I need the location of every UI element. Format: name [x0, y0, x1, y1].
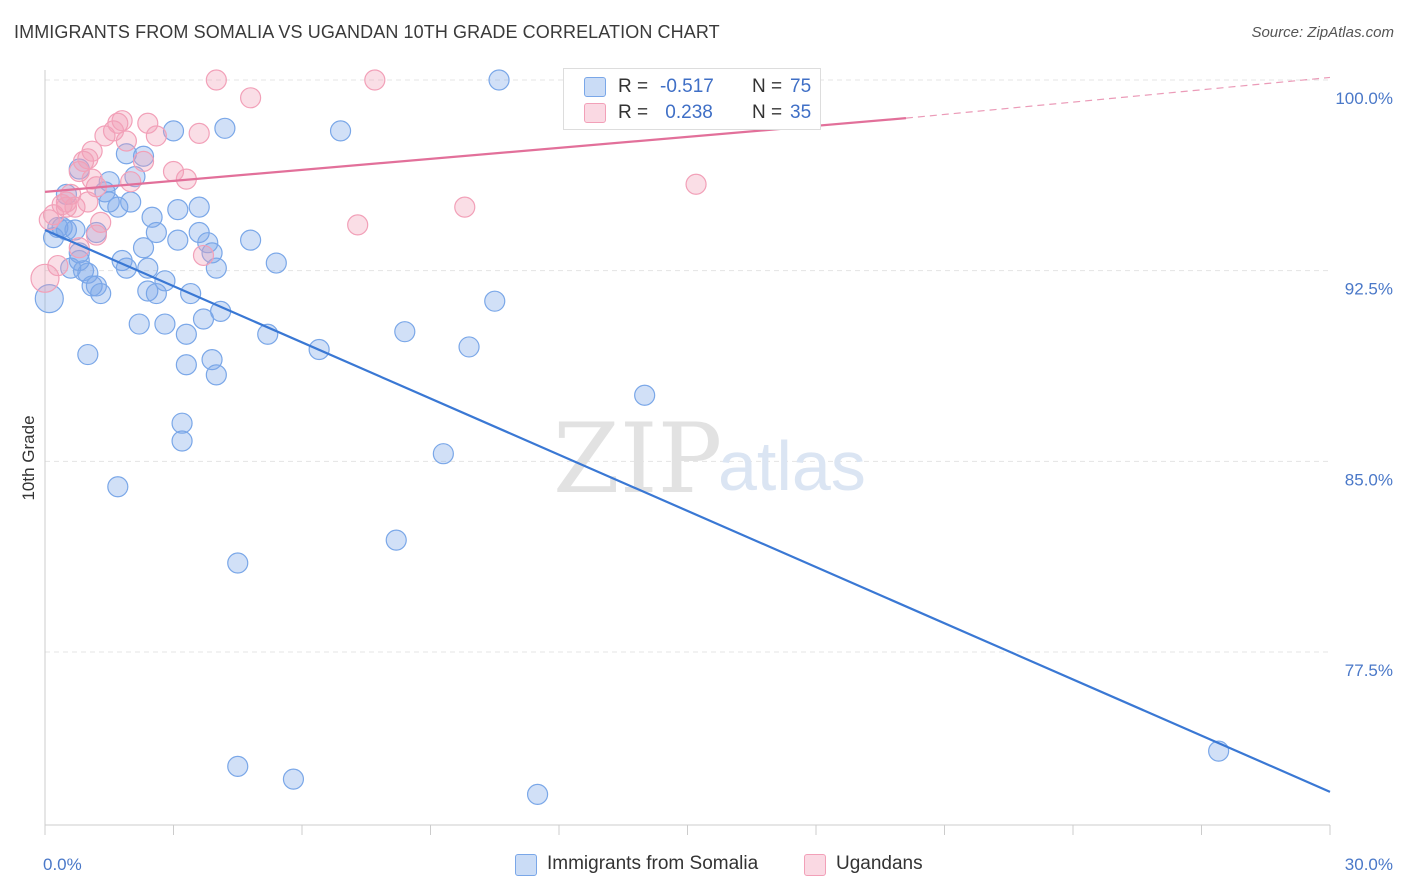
legend-r-value-somalia: -0.517 — [660, 76, 714, 97]
somalia-point — [214, 117, 236, 139]
somalia-point — [394, 321, 416, 343]
somalia-point — [137, 280, 159, 302]
chart-title: IMMIGRANTS FROM SOMALIA VS UGANDAN 10TH … — [14, 22, 720, 42]
somalia-point — [634, 384, 656, 406]
somalia-point — [526, 783, 549, 805]
ugandans-point — [240, 87, 262, 109]
ugandans-trend-line — [44, 117, 907, 193]
somalia-point — [205, 364, 227, 386]
ugandans-point — [115, 130, 137, 152]
ugandans-point — [81, 140, 103, 162]
source-label: Source: ZipAtlas.com — [1251, 24, 1394, 41]
somalia-point — [175, 354, 197, 376]
somalia-point — [154, 270, 176, 292]
y-tick-label: 100.0% — [1335, 89, 1393, 108]
ugandans-point — [364, 69, 386, 91]
somalia-point — [197, 232, 219, 254]
ugandans-point — [47, 254, 69, 277]
y-tick-label: 92.5% — [1345, 280, 1393, 299]
somalia-point — [154, 313, 176, 335]
somalia-point — [120, 191, 142, 213]
y-tick-label: 85.0% — [1345, 470, 1393, 489]
somalia-point — [188, 196, 210, 218]
somalia-point — [64, 219, 86, 241]
series-label-ugandans: Ugandans — [836, 853, 923, 874]
ugandans-point — [454, 196, 476, 218]
somalia-point — [107, 196, 129, 218]
somalia-point — [329, 120, 352, 142]
legend-r-value-ugandans: 0.238 — [660, 102, 713, 123]
ugandans-point — [137, 112, 159, 134]
somalia-point — [90, 282, 112, 305]
legend-n-label: N = — [752, 76, 783, 97]
legend-r-label: R = — [618, 76, 649, 97]
somalia-point — [385, 529, 407, 551]
legend-swatch-somalia — [584, 77, 606, 97]
somalia-point — [167, 229, 189, 251]
legend-r-label: R = — [618, 102, 649, 123]
somalia-point — [432, 443, 454, 465]
ugandans-point — [55, 196, 78, 218]
ugandans-point — [192, 244, 215, 267]
somalia-point — [132, 237, 155, 259]
ugandans-point — [85, 224, 108, 246]
legend-n-label: N = — [752, 102, 783, 123]
somalia-point — [162, 120, 185, 142]
somalia-point — [175, 323, 197, 345]
legend-n-value-somalia: 75 — [790, 76, 812, 97]
somalia-point — [488, 69, 510, 91]
ugandans-point — [145, 125, 167, 147]
ugandans-point — [205, 69, 227, 91]
ugandans-point — [111, 110, 133, 132]
ugandans-point — [68, 160, 90, 183]
y-tick-label: 77.5% — [1345, 661, 1393, 680]
somalia-point — [128, 313, 150, 335]
ugandans-point — [64, 196, 86, 218]
series-label-somalia: Immigrants from Somalia — [547, 853, 759, 874]
somalia-trend-line — [44, 228, 1331, 793]
somalia-point — [227, 552, 249, 574]
axes — [44, 70, 1331, 835]
somalia-point — [282, 768, 305, 790]
somalia-point — [107, 476, 129, 498]
somalia-point — [77, 262, 99, 284]
ugandans-point — [188, 122, 210, 144]
somalia-point — [145, 282, 167, 305]
data-points — [30, 69, 1230, 805]
series-swatch-ugandans — [804, 854, 826, 876]
somalia-point — [77, 343, 99, 366]
watermark-atlas: atlas — [718, 427, 866, 505]
somalia-point — [171, 412, 193, 434]
trend-lines — [44, 76, 1331, 793]
somalia-point — [171, 430, 193, 452]
ugandans-point — [685, 173, 707, 195]
legend-n-value-ugandans: 35 — [790, 102, 812, 123]
somalia-point — [240, 229, 262, 251]
somalia-point — [227, 755, 249, 778]
legend-swatch-ugandans — [584, 103, 606, 123]
ugandans-trend-extension — [905, 76, 1331, 119]
correlation-legend: R = -0.517 N = 75 R = 0.238 N = 35 — [563, 68, 821, 130]
somalia-point — [167, 199, 189, 221]
watermark-zip: ZIP — [553, 403, 722, 515]
ugandans-point — [90, 211, 112, 233]
somalia-point — [265, 252, 287, 274]
x-tick-label: 30.0% — [1345, 855, 1393, 874]
tick-labels: 100.0% 92.5% 85.0% 77.5% 0.0% 30.0% — [43, 89, 1393, 874]
ugandans-point — [132, 150, 155, 172]
somalia-point — [205, 257, 227, 279]
ugandans-point — [30, 263, 60, 293]
ugandans-point — [120, 171, 142, 193]
series-swatch-somalia — [515, 854, 537, 876]
y-axis-title: 10th Grade — [19, 415, 38, 500]
somalia-point — [458, 336, 480, 358]
somalia-point — [145, 221, 167, 244]
somalia-point — [132, 145, 155, 167]
x-tick-label: 0.0% — [43, 855, 82, 874]
ugandans-point — [347, 214, 369, 236]
somalia-point — [68, 249, 90, 272]
somalia-point — [484, 290, 506, 312]
